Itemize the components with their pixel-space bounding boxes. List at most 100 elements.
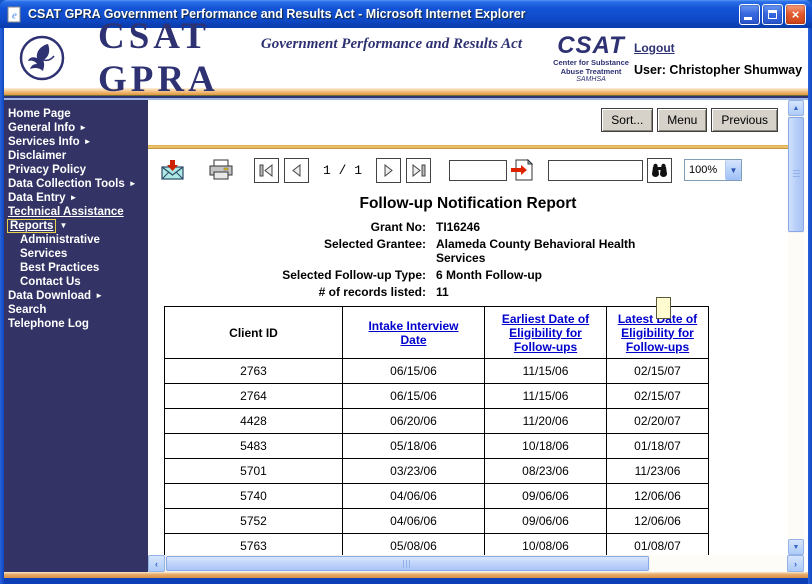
table-cell: 4428 xyxy=(164,408,343,434)
scroll-left-icon[interactable]: ‹ xyxy=(148,555,165,572)
print-icon[interactable] xyxy=(208,159,234,181)
sidebar-item-data-collection-tools[interactable]: Data Collection Tools ► xyxy=(8,177,148,191)
report-field-row: # of records listed: 11 xyxy=(148,285,788,299)
horizontal-scroll-thumb[interactable] xyxy=(166,556,649,571)
sidebar-item-administrative[interactable]: Administrative xyxy=(8,233,148,247)
table-cell: 12/06/06 xyxy=(606,508,709,534)
csat-logo: CSAT Center for Substance Abuse Treatmen… xyxy=(548,31,634,83)
report-table-head-row: Client ID Intake Interview Date Earliest D… xyxy=(164,306,709,359)
table-cell: 5701 xyxy=(164,458,343,484)
sidebar-item-label: Home Page xyxy=(8,108,71,120)
table-cell: 04/06/06 xyxy=(342,508,485,534)
cursor-artifact xyxy=(656,297,671,319)
report-table-body: 2763 06/15/06 11/15/06 02/15/07 2764 06/15/06… xyxy=(164,358,709,555)
sidebar-item-label: Telephone Log xyxy=(8,318,89,330)
sidebar-item-telephone-log[interactable]: Telephone Log xyxy=(8,317,148,331)
column-header[interactable]: Earliest Date of Eligibility for Follow-… xyxy=(484,306,607,359)
table-cell: 2764 xyxy=(164,383,343,409)
minimize-button[interactable] xyxy=(739,3,760,25)
table-cell: 09/06/06 xyxy=(484,483,607,509)
previous-button[interactable]: Previous xyxy=(711,108,778,132)
table-cell: 01/08/07 xyxy=(606,533,709,555)
search-text-input[interactable] xyxy=(548,159,644,181)
sidebar-item-data-entry[interactable]: Data Entry ► xyxy=(8,191,148,205)
report-field-row: Selected Grantee: Alameda County Behavior… xyxy=(148,237,788,265)
sidebar-item-label: Services xyxy=(20,248,68,260)
goto-page-input[interactable] xyxy=(449,159,508,181)
brand-subtitle: Government Performance and Results Act xyxy=(260,36,522,52)
sidebar-item-technical-assistance[interactable]: Technical Assistance xyxy=(8,205,148,219)
sidebar-item-disclaimer[interactable]: Disclaimer xyxy=(8,149,148,163)
table-cell: 05/08/06 xyxy=(342,533,485,555)
page-indicator: 1 / 1 xyxy=(323,162,363,178)
triangle-right-icon: ► xyxy=(69,193,78,202)
next-page-button[interactable] xyxy=(376,157,402,183)
scroll-down-icon[interactable]: ▼ xyxy=(788,539,804,555)
sidebar-menu: Home Page General Info ► Services Info ► Disc… xyxy=(6,107,148,331)
table-row: 5752 04/06/06 09/06/06 12/06/06 xyxy=(164,508,709,534)
table-row: 5763 05/08/06 10/08/06 01/08/07 xyxy=(164,533,709,555)
horizontal-scroll-track[interactable] xyxy=(650,555,787,572)
export-icon[interactable] xyxy=(160,159,186,181)
table-cell: 06/20/06 xyxy=(342,408,485,434)
sidebar-item-best-practices[interactable]: Best Practices xyxy=(8,261,148,275)
table-cell: 5740 xyxy=(164,483,343,509)
goto-page-icon[interactable] xyxy=(510,159,534,181)
first-page-button[interactable] xyxy=(254,157,279,183)
horizontal-scrollbar[interactable]: ‹ › xyxy=(148,555,804,572)
vertical-scroll-track[interactable] xyxy=(788,233,804,539)
action-button-row: Sort... Menu Previous xyxy=(148,108,788,132)
sort-button[interactable]: Sort... xyxy=(601,108,654,132)
hhs-eagle-logo xyxy=(19,35,65,81)
column-header[interactable]: Intake Interview Date xyxy=(342,306,485,359)
table-cell: 11/23/06 xyxy=(606,458,709,484)
previous-page-button[interactable] xyxy=(284,157,309,183)
field-label: Selected Follow-up Type: xyxy=(282,268,426,282)
table-cell: 02/15/07 xyxy=(606,358,709,384)
sidebar-item-privacy-policy[interactable]: Privacy Policy xyxy=(8,163,148,177)
sidebar-item-services-info[interactable]: Services Info ► xyxy=(8,135,148,149)
logout-link[interactable]: Logout xyxy=(634,41,675,55)
sidebar-item-label: General Info xyxy=(8,122,76,134)
sidebar-item-general-info[interactable]: General Info ► xyxy=(8,121,148,135)
table-cell: 06/15/06 xyxy=(342,358,485,384)
scroll-up-icon[interactable]: ▲ xyxy=(788,100,804,116)
sidebar-item-services[interactable]: Services xyxy=(8,247,148,261)
sidebar-item-data-download[interactable]: Data Download ► xyxy=(8,289,148,303)
menu-button[interactable]: Menu xyxy=(657,108,708,132)
svg-text:e: e xyxy=(12,9,17,21)
csat-logo-samhsa: SAMHSA xyxy=(576,75,606,83)
maximize-button[interactable] xyxy=(762,3,783,25)
table-row: 5701 03/23/06 08/23/06 11/23/06 xyxy=(164,458,709,484)
sidebar-item-contact-us[interactable]: Contact Us xyxy=(8,275,148,289)
close-button[interactable]: × xyxy=(785,3,806,25)
report-title: Follow-up Notification Report xyxy=(359,195,577,212)
table-cell: 5752 xyxy=(164,508,343,534)
sidebar-item-label: Privacy Policy xyxy=(8,164,86,176)
brand-title: CSAT GPRA xyxy=(98,16,219,100)
sidebar-item-search[interactable]: Search xyxy=(8,303,148,317)
triangle-right-icon: ► xyxy=(128,179,137,188)
table-cell: 5763 xyxy=(164,533,343,555)
report-fields: Grant No: TI16246 Selected Grantee: Alameda… xyxy=(148,220,788,299)
sidebar-item-label: Reports xyxy=(6,219,57,233)
field-label: Selected Grantee: xyxy=(323,237,426,251)
search-binoculars-icon[interactable] xyxy=(647,157,673,183)
sidebar-item-reports[interactable]: Reports ▼ xyxy=(6,219,148,233)
csat-logo-name: CSAT xyxy=(557,31,625,59)
sidebar-nav: Home Page General Info ► Services Info ► Disc… xyxy=(0,100,148,572)
sidebar-item-label: Best Practices xyxy=(20,262,100,274)
report-viewport: Sort... Menu Previous xyxy=(148,100,788,555)
sidebar-item-home-page[interactable]: Home Page xyxy=(8,107,148,121)
sidebar-item-label: Administrative xyxy=(20,234,100,246)
report-field-row: Selected Follow-up Type: 6 Month Follow-u… xyxy=(148,268,788,282)
table-cell: 09/06/06 xyxy=(484,508,607,534)
triangle-down-icon: ▼ xyxy=(59,221,68,230)
table-cell: 02/20/07 xyxy=(606,408,709,434)
table-row: 5740 04/06/06 09/06/06 12/06/06 xyxy=(164,483,709,509)
vertical-scrollbar[interactable]: ▲ ▼ xyxy=(788,100,804,555)
zoom-level-select[interactable]: 100% ▼ xyxy=(684,159,743,181)
last-page-button[interactable] xyxy=(406,157,432,183)
scroll-right-icon[interactable]: › xyxy=(787,555,804,572)
vertical-scroll-thumb[interactable] xyxy=(788,117,804,232)
